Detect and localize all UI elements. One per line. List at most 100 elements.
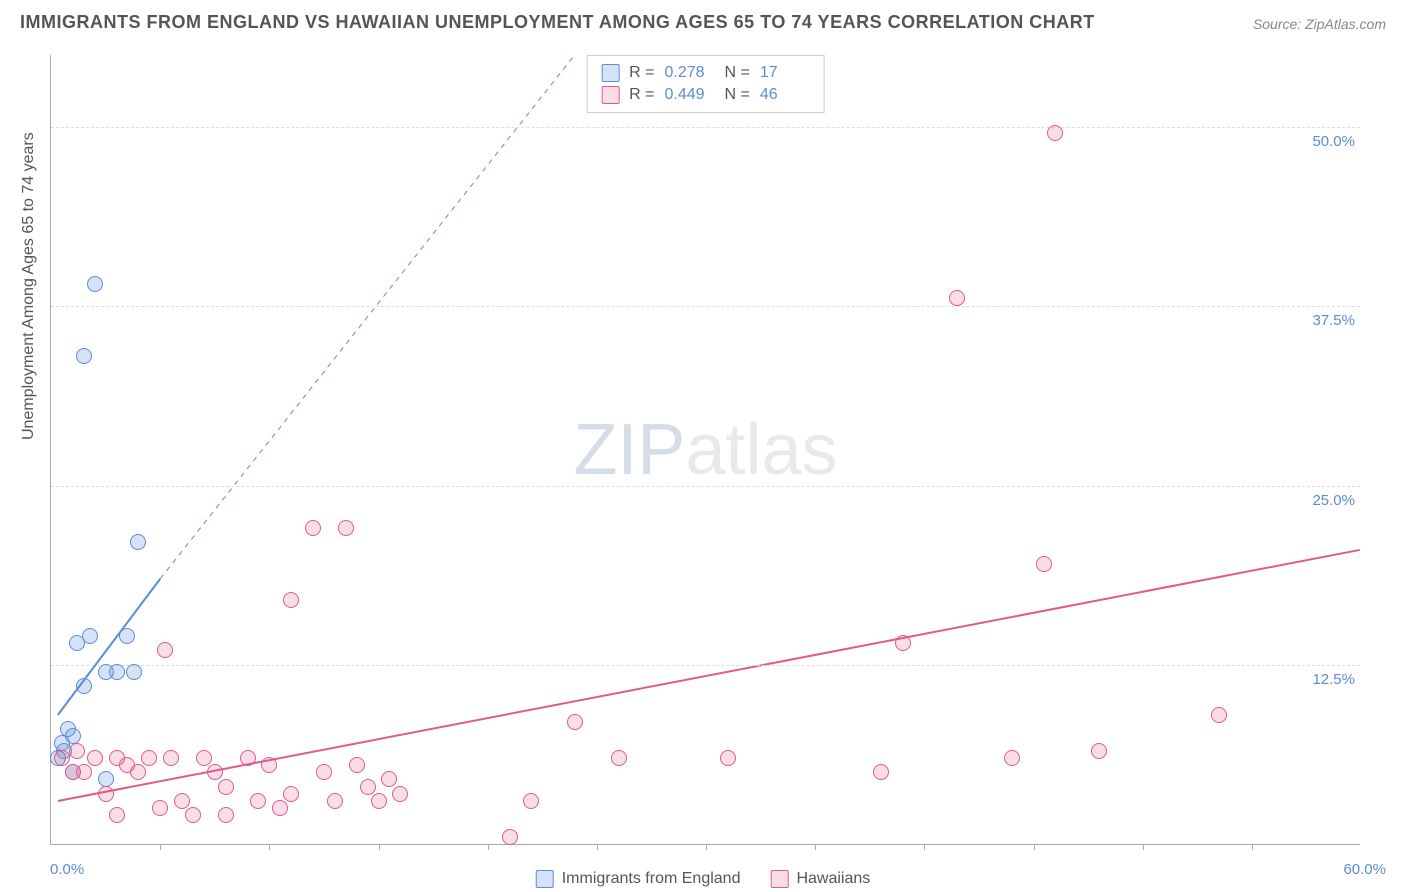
legend-item: Immigrants from England bbox=[536, 870, 741, 888]
watermark: ZIPatlas bbox=[573, 409, 837, 491]
data-point bbox=[119, 628, 135, 644]
data-point bbox=[261, 757, 277, 773]
y-tick-label: 37.5% bbox=[1305, 312, 1355, 329]
data-point bbox=[360, 779, 376, 795]
data-point bbox=[720, 750, 736, 766]
x-tick bbox=[1034, 844, 1035, 850]
data-point bbox=[371, 793, 387, 809]
data-point bbox=[502, 829, 518, 845]
data-point bbox=[1004, 750, 1020, 766]
data-point bbox=[305, 520, 321, 536]
data-point bbox=[949, 290, 965, 306]
data-point bbox=[76, 764, 92, 780]
trend-lines bbox=[51, 55, 1360, 844]
data-point bbox=[76, 678, 92, 694]
x-tick bbox=[488, 844, 489, 850]
watermark-atlas: atlas bbox=[685, 410, 837, 490]
data-point bbox=[87, 276, 103, 292]
x-tick bbox=[1252, 844, 1253, 850]
data-point bbox=[130, 764, 146, 780]
data-point bbox=[130, 534, 146, 550]
grid-line bbox=[51, 127, 1360, 128]
data-point bbox=[152, 800, 168, 816]
stats-row: R = 0.449 N = 46 bbox=[601, 84, 810, 106]
data-point bbox=[54, 750, 70, 766]
data-point bbox=[349, 757, 365, 773]
grid-line bbox=[51, 486, 1360, 487]
stats-r-value: 0.449 bbox=[665, 86, 715, 104]
data-point bbox=[69, 743, 85, 759]
data-point bbox=[185, 807, 201, 823]
x-axis-end: 60.0% bbox=[1343, 861, 1386, 878]
x-tick bbox=[924, 844, 925, 850]
data-point bbox=[250, 793, 266, 809]
stats-n-value: 46 bbox=[760, 86, 810, 104]
x-tick bbox=[269, 844, 270, 850]
data-point bbox=[76, 348, 92, 364]
data-point bbox=[196, 750, 212, 766]
grid-line bbox=[51, 306, 1360, 307]
stats-n-value: 17 bbox=[760, 64, 810, 82]
data-point bbox=[1047, 125, 1063, 141]
data-point bbox=[316, 764, 332, 780]
legend-swatch bbox=[536, 870, 554, 888]
chart-title: IMMIGRANTS FROM ENGLAND VS HAWAIIAN UNEM… bbox=[20, 12, 1095, 33]
data-point bbox=[163, 750, 179, 766]
stats-r-label: R = bbox=[629, 86, 654, 104]
grid-line bbox=[51, 665, 1360, 666]
source-label: Source: ZipAtlas.com bbox=[1253, 16, 1386, 32]
data-point bbox=[218, 807, 234, 823]
data-point bbox=[82, 628, 98, 644]
data-point bbox=[338, 520, 354, 536]
legend-swatch bbox=[770, 870, 788, 888]
x-tick bbox=[597, 844, 598, 850]
y-tick-label: 12.5% bbox=[1305, 671, 1355, 688]
stats-r-label: R = bbox=[629, 64, 654, 82]
y-axis-label: Unemployment Among Ages 65 to 74 years bbox=[20, 132, 38, 440]
data-point bbox=[272, 800, 288, 816]
data-point bbox=[109, 664, 125, 680]
x-tick bbox=[1143, 844, 1144, 850]
data-point bbox=[240, 750, 256, 766]
data-point bbox=[98, 786, 114, 802]
data-point bbox=[1036, 556, 1052, 572]
data-point bbox=[174, 793, 190, 809]
data-point bbox=[207, 764, 223, 780]
stats-n-label: N = bbox=[725, 64, 750, 82]
stats-swatch bbox=[601, 86, 619, 104]
legend-item: Hawaiians bbox=[770, 870, 870, 888]
data-point bbox=[283, 786, 299, 802]
watermark-zip: ZIP bbox=[573, 410, 685, 490]
x-tick bbox=[815, 844, 816, 850]
x-tick bbox=[160, 844, 161, 850]
x-tick bbox=[379, 844, 380, 850]
data-point bbox=[873, 764, 889, 780]
data-point bbox=[126, 664, 142, 680]
data-point bbox=[567, 714, 583, 730]
data-point bbox=[327, 793, 343, 809]
data-point bbox=[523, 793, 539, 809]
data-point bbox=[1091, 743, 1107, 759]
x-axis-start: 0.0% bbox=[50, 861, 84, 878]
data-point bbox=[218, 779, 234, 795]
data-point bbox=[109, 807, 125, 823]
legend-label: Immigrants from England bbox=[562, 870, 741, 888]
stats-box: R =0.278N =17R =0.449N =46 bbox=[586, 55, 825, 113]
data-point bbox=[1211, 707, 1227, 723]
legend: Immigrants from England Hawaiians bbox=[536, 870, 871, 888]
y-tick-label: 50.0% bbox=[1305, 133, 1355, 150]
x-tick bbox=[706, 844, 707, 850]
data-point bbox=[381, 771, 397, 787]
data-point bbox=[392, 786, 408, 802]
y-tick-label: 25.0% bbox=[1305, 492, 1355, 509]
stats-row: R =0.278N =17 bbox=[601, 62, 810, 84]
legend-label: Hawaiians bbox=[796, 870, 870, 888]
chart-area: ZIPatlas R =0.278N =17R =0.449N =46 bbox=[50, 55, 1360, 845]
data-point bbox=[895, 635, 911, 651]
data-point bbox=[157, 642, 173, 658]
data-point bbox=[141, 750, 157, 766]
stats-swatch bbox=[601, 64, 619, 82]
stats-n-label: N = bbox=[725, 86, 750, 104]
data-point bbox=[611, 750, 627, 766]
data-point bbox=[87, 750, 103, 766]
